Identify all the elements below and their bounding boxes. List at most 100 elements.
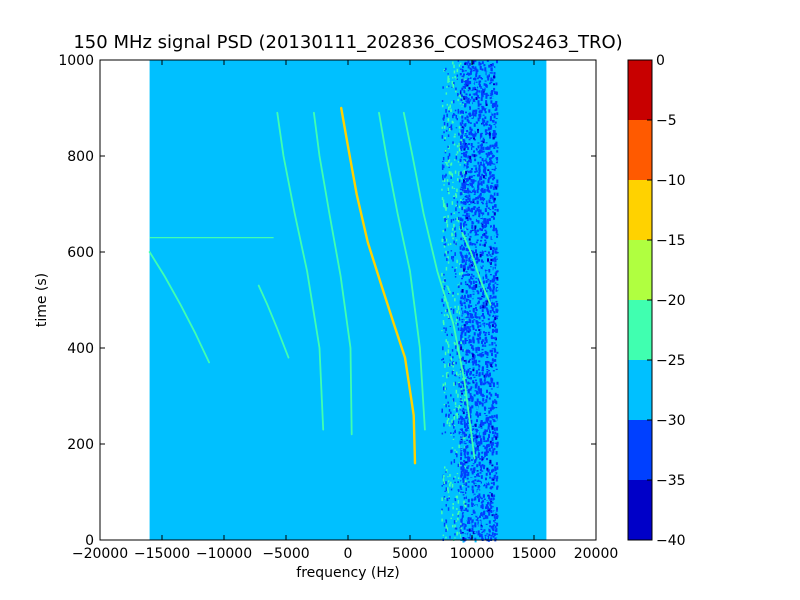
heatmap-cell (490, 435, 493, 437)
heatmap-cell (492, 495, 494, 498)
heatmap-cell (478, 281, 481, 284)
heatmap-cell (456, 118, 458, 121)
heatmap-cell (451, 349, 454, 352)
heatmap-cell (480, 528, 483, 531)
heatmap-cell (480, 219, 483, 223)
heatmap-cell (491, 227, 494, 230)
heatmap-cell (472, 69, 475, 72)
heatmap-cell (464, 87, 467, 90)
heatmap-cell (444, 387, 446, 391)
heatmap-cell (460, 334, 463, 337)
heatmap-cell (456, 68, 459, 73)
heatmap-cell (495, 401, 498, 405)
heatmap-cell (459, 510, 461, 513)
heatmap-cell (443, 165, 445, 168)
heatmap-cell (489, 525, 492, 528)
heatmap-cell (465, 428, 468, 432)
heatmap-cell (457, 98, 459, 102)
heatmap-cell (466, 62, 469, 66)
heatmap-cell (463, 96, 466, 100)
heatmap-cell (469, 294, 472, 298)
heatmap-cell (446, 123, 449, 127)
heatmap-cell (489, 105, 492, 109)
heatmap-cell (465, 364, 468, 369)
heatmap-cell (467, 206, 470, 210)
heatmap-cell (491, 425, 494, 430)
heatmap-cell (456, 151, 459, 154)
heatmap-cell (477, 100, 480, 104)
heatmap-cell (488, 482, 491, 484)
heatmap-cell (468, 323, 470, 325)
heatmap-cell (467, 498, 470, 503)
heatmap-cell (483, 157, 486, 161)
heatmap-cell (465, 456, 468, 459)
heatmap-cell (465, 255, 468, 259)
heatmap-cell (461, 295, 464, 299)
heatmap-cell (482, 305, 485, 309)
heatmap-cell (488, 511, 490, 513)
heatmap-cell (460, 189, 462, 191)
heatmap-cell (456, 78, 458, 80)
heatmap-cell (454, 449, 456, 451)
heatmap-cell (466, 387, 469, 391)
heatmap-cell (442, 534, 445, 537)
heatmap-cell (472, 538, 474, 540)
heatmap-cell (478, 149, 481, 154)
heatmap-cell (460, 264, 463, 268)
heatmap-cell (475, 110, 477, 113)
heatmap-cell (467, 189, 470, 194)
heatmap-cell (477, 142, 480, 144)
heatmap-cell (468, 335, 471, 337)
heatmap-cell (469, 182, 472, 185)
heatmap-cell (443, 184, 445, 186)
heatmap-cell (491, 93, 494, 96)
heatmap-cell (472, 473, 475, 477)
heatmap-cell (481, 286, 484, 290)
heatmap-cell (469, 358, 472, 361)
heatmap-cell (489, 502, 492, 506)
heatmap-cell (459, 164, 461, 166)
heatmap-cell (484, 129, 487, 133)
heatmap-cell (475, 439, 478, 442)
heatmap-cell (474, 89, 477, 91)
heatmap-cell (462, 471, 464, 474)
heatmap-cell (476, 446, 479, 451)
heatmap-cell (492, 431, 494, 434)
heatmap-cell (455, 239, 458, 241)
heatmap-cell (479, 227, 482, 231)
heatmap-cell (453, 212, 455, 214)
heatmap-cell (478, 478, 481, 481)
heatmap-cell (487, 147, 490, 149)
heatmap-cell (488, 324, 491, 329)
heatmap-cell (481, 455, 483, 458)
heatmap-cell (492, 284, 495, 287)
heatmap-cell (485, 536, 488, 539)
heatmap-cell (466, 439, 469, 441)
heatmap-cell (474, 171, 477, 173)
heatmap-cell (477, 300, 480, 304)
heatmap-cell (465, 386, 468, 389)
heatmap-cell (460, 372, 463, 374)
heatmap-cell (462, 70, 465, 72)
heatmap-cell (459, 462, 461, 467)
heatmap-cell (462, 479, 465, 483)
heatmap-cell (464, 103, 467, 107)
heatmap-cell (485, 477, 487, 481)
heatmap-cell (455, 204, 457, 207)
heatmap-cell (467, 390, 470, 394)
heatmap-cell (454, 498, 456, 500)
x-tick-label: −15000 (134, 546, 190, 562)
heatmap-cell (470, 327, 473, 331)
heatmap-cell (450, 364, 453, 366)
heatmap-cell (492, 400, 495, 404)
heatmap-cell (484, 159, 487, 163)
heatmap-cell (495, 118, 498, 120)
heatmap-cell (469, 326, 472, 330)
heatmap-cell (484, 455, 486, 457)
heatmap-cell (471, 263, 473, 267)
heatmap-cell (453, 520, 456, 524)
heatmap-cell (492, 281, 494, 283)
heatmap-cell (466, 466, 469, 469)
heatmap-cell (454, 527, 457, 530)
heatmap-cell (463, 523, 466, 525)
